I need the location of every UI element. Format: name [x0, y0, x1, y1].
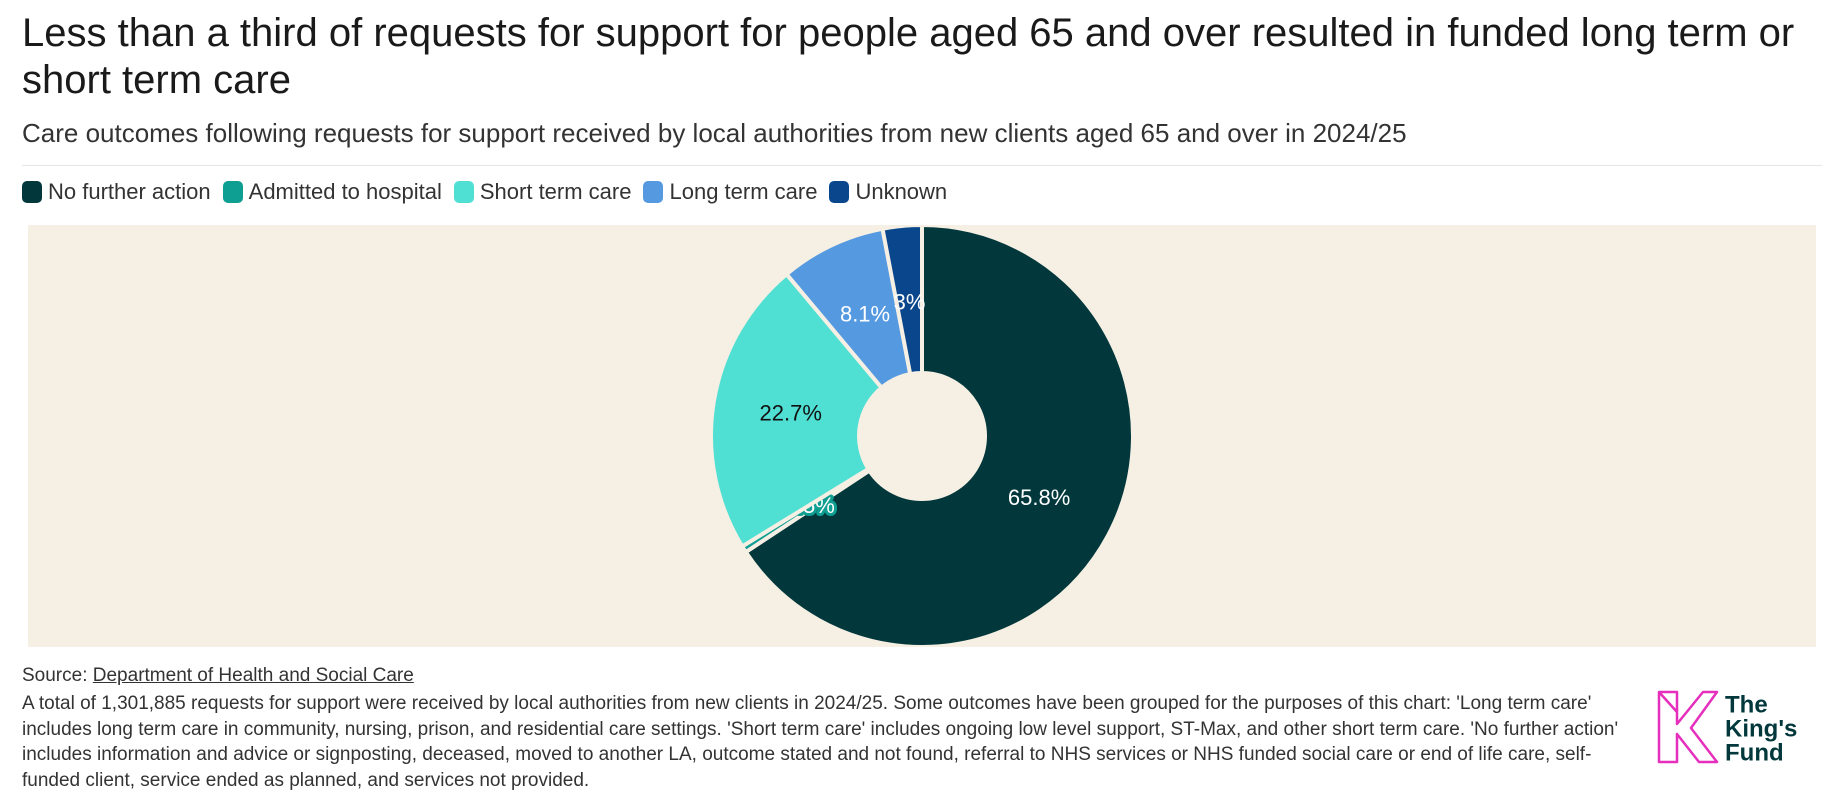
- separator: [22, 165, 1822, 166]
- source-label: Source:: [22, 665, 88, 686]
- data-label: 3%: [894, 289, 926, 314]
- legend-item: No further action: [22, 179, 211, 205]
- footnote: A total of 1,301,885 requests for suppor…: [22, 693, 1619, 791]
- legend-item: Long term care: [643, 179, 817, 205]
- logo-text: King's: [1725, 715, 1797, 742]
- chart-title: Less than a third of requests for suppor…: [22, 11, 1795, 102]
- legend-label: Short term care: [479, 179, 632, 204]
- legend-item: Short term care: [453, 179, 632, 205]
- data-label: 22.7%: [760, 400, 822, 425]
- legend-item: Unknown: [829, 179, 947, 205]
- legend-item: Admitted to hospital: [222, 179, 442, 205]
- logo-mark: [1657, 690, 1719, 764]
- chart: 65.8%0.5%22.7%8.1%3%: [28, 225, 1816, 647]
- slice: [880, 225, 924, 377]
- legend-swatch: [829, 181, 850, 203]
- slice: [743, 225, 1135, 647]
- chart-subtitle: Care outcomes following requests for sup…: [22, 118, 1407, 148]
- legend-label: Admitted to hospital: [248, 179, 442, 204]
- source: Source: Department of Health and Social …: [22, 665, 414, 687]
- legend-swatch: [643, 181, 664, 203]
- legend-label: No further action: [48, 179, 211, 204]
- legend-swatch: [22, 181, 42, 203]
- legend: No further action Admitted to hospital Sho…: [22, 179, 947, 205]
- logo-text: Fund: [1725, 739, 1784, 766]
- slice: [709, 272, 884, 549]
- legend-swatch: [222, 181, 243, 203]
- logo-text: The: [1725, 691, 1768, 718]
- legend-label: Long term care: [669, 179, 818, 204]
- logo: The King's Fund: [1657, 690, 1797, 766]
- legend-label: Unknown: [855, 179, 948, 204]
- data-label: 65.8%: [1008, 485, 1070, 510]
- legend-swatch: [453, 181, 474, 203]
- data-label: 8.1%: [840, 302, 890, 327]
- source-link[interactable]: Department of Health and Social Care: [92, 665, 414, 686]
